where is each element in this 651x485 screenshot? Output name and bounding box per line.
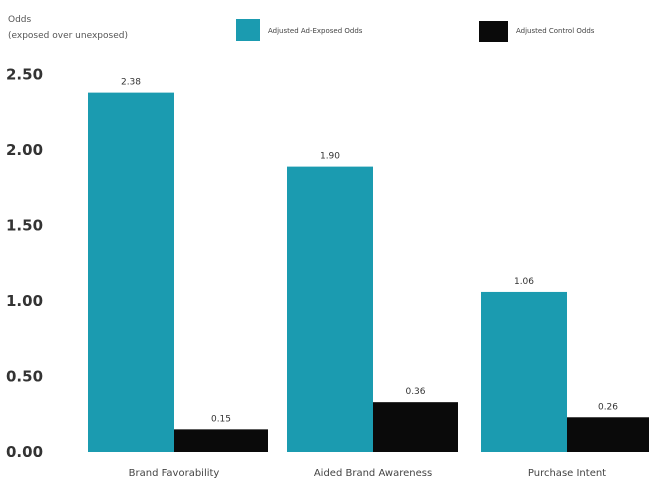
y-tick-label: 1.50 — [6, 217, 43, 235]
legend-swatch-ad-exposed — [236, 19, 260, 41]
legend-swatch-control — [479, 21, 508, 42]
data-label: 0.36 — [405, 387, 425, 397]
legend-label-control: Adjusted Control Odds — [516, 27, 595, 35]
bar-ad-exposed — [481, 291, 567, 452]
y-axis-ticks: 0.00 0.50 1.00 1.50 2.00 2.50 — [6, 66, 43, 462]
category-label: Aided Brand Awareness — [314, 468, 432, 479]
y-axis-title-line-1: Odds — [8, 15, 32, 25]
category-label: Brand Favorability — [129, 468, 220, 479]
category-label: Purchase Intent — [528, 468, 606, 479]
y-axis-title: Odds (exposed over unexposed) — [8, 15, 128, 41]
y-tick-label: 1.00 — [6, 292, 43, 310]
value-labels: 2.38 0.15 1.90 0.36 1.06 0.26 — [121, 78, 618, 425]
category-labels: Brand Favorability Aided Brand Awareness P… — [129, 468, 607, 479]
data-label: 0.26 — [598, 402, 618, 412]
data-label: 2.38 — [121, 78, 141, 88]
data-label: 0.15 — [211, 414, 231, 424]
bar-ad-exposed — [287, 166, 373, 453]
y-tick-label: 0.50 — [6, 368, 43, 386]
bar-control — [174, 429, 268, 452]
legend: Adjusted Ad-Exposed Odds Adjusted Contro… — [236, 19, 595, 42]
bar-control — [567, 417, 649, 452]
y-tick-label: 2.50 — [6, 66, 43, 84]
y-tick-label: 2.00 — [6, 141, 43, 159]
bar-ad-exposed — [88, 92, 174, 453]
data-label: 1.06 — [514, 277, 534, 287]
y-tick-label: 0.00 — [6, 443, 43, 461]
legend-label-ad-exposed: Adjusted Ad-Exposed Odds — [268, 27, 363, 35]
y-axis-title-line-2: (exposed over unexposed) — [8, 31, 128, 41]
bars — [88, 92, 649, 453]
data-label: 1.90 — [320, 152, 340, 162]
bar-control — [373, 402, 458, 452]
